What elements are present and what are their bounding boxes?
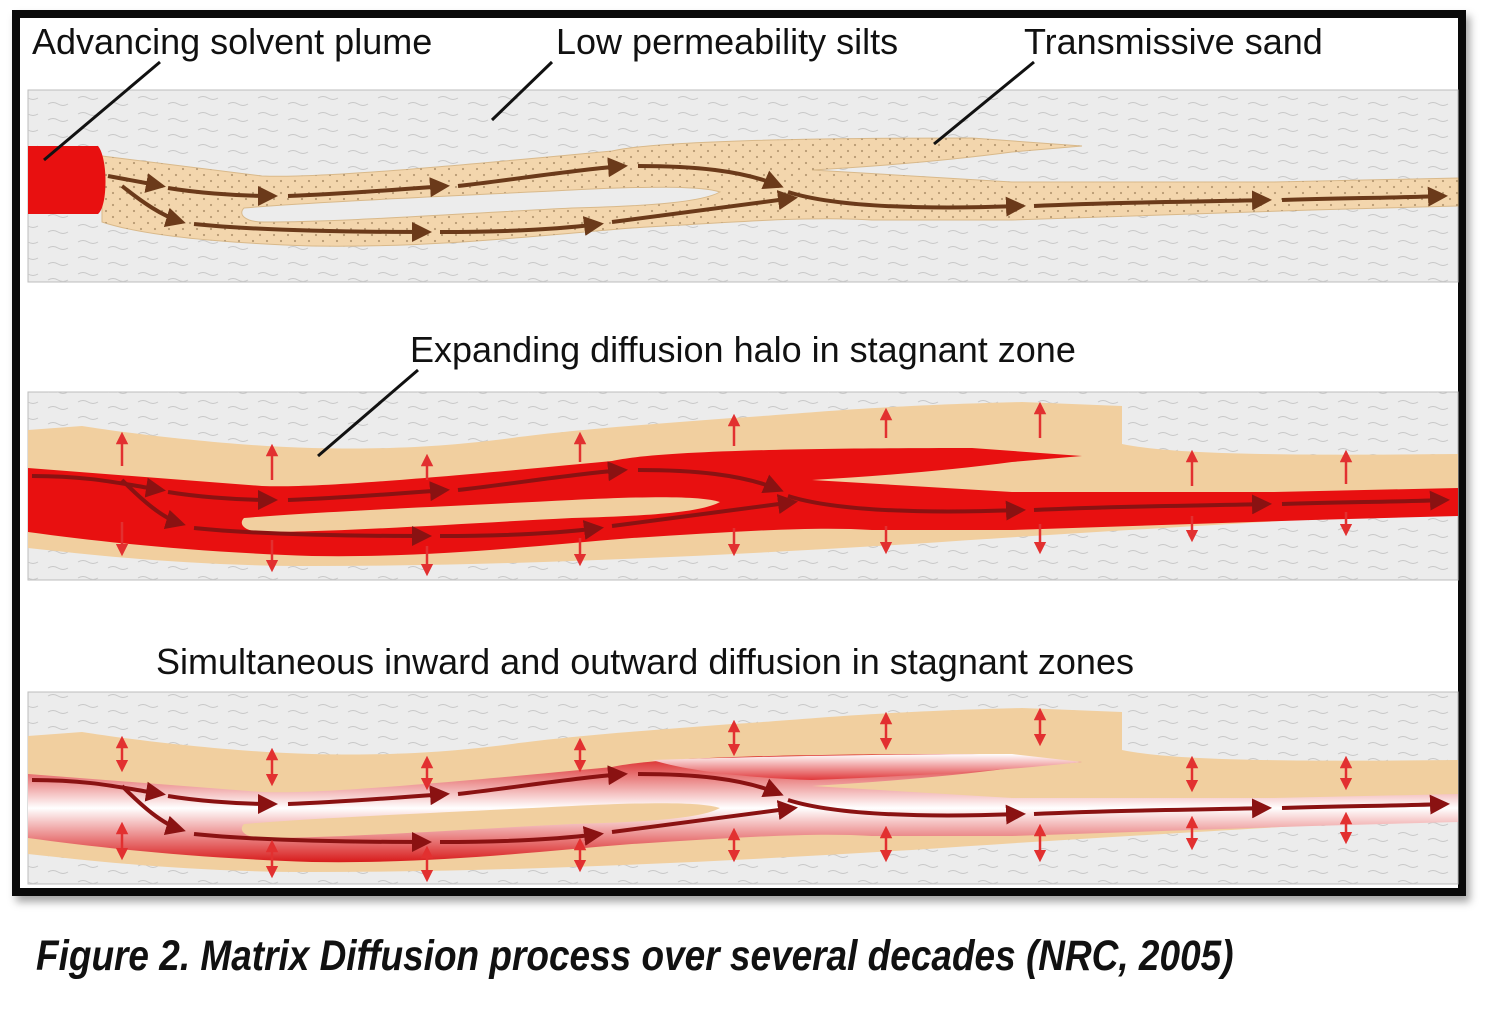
flow-arrows-middle (31, 461, 1450, 546)
panel-top: Advancing solvent plume Low permeability… (27, 21, 1459, 283)
residual-contamination-bottom (652, 754, 1082, 780)
flow-arrow (167, 185, 278, 206)
flow-arrow (1281, 794, 1450, 815)
flow-arrow (637, 468, 784, 494)
label-transmissive-sand: Transmissive sand (1024, 21, 1323, 62)
diffusion-arrows-middle (115, 401, 1353, 577)
flow-arrow (120, 478, 186, 529)
flow-arrow (611, 190, 798, 224)
flow-arrow (193, 831, 432, 852)
figure-caption: Figure 2. Matrix Diffusion process over … (36, 932, 1234, 980)
matrix-diffusion-diagram: Advancing solvent plume Low permeability… (27, 21, 1459, 885)
flow-arrow (637, 772, 784, 798)
label-advancing-solvent-plume: Advancing solvent plume (32, 21, 432, 62)
flow-arrow (611, 800, 798, 834)
flow-arrow (787, 494, 1026, 521)
leader-lines-top (43, 60, 1035, 162)
flow-arrow (457, 461, 628, 492)
flow-arrow (120, 184, 186, 227)
flow-arrow (1033, 798, 1272, 819)
flow-arrow (1033, 494, 1272, 515)
diffusion-arrows-bottom (115, 707, 1353, 883)
flow-arrow (193, 525, 432, 546)
flow-arrow (107, 173, 166, 193)
silt-lens-middle (241, 497, 720, 532)
label-low-permeability-silts: Low permeability silts (556, 21, 898, 62)
solvent-source-block (28, 146, 106, 214)
flow-arrow (439, 520, 604, 540)
flow-arrow (120, 784, 186, 835)
flow-arrow (287, 785, 450, 806)
flow-arrow (787, 190, 1026, 217)
leader-line-halo (317, 368, 419, 458)
flow-arrow (1033, 190, 1272, 211)
flow-arrow (457, 765, 628, 796)
panel-bottom: Simultaneous inward and outward diffusio… (27, 641, 1459, 885)
flow-arrow (193, 221, 432, 242)
flow-arrow (1281, 186, 1448, 207)
flow-arrow (167, 793, 278, 814)
silt-lens-bottom (241, 803, 720, 838)
flow-arrow (167, 489, 278, 510)
flow-arrow (287, 177, 450, 198)
label-expanding-diffusion-halo: Expanding diffusion halo in stagnant zon… (410, 329, 1076, 370)
flow-arrows-top (107, 157, 1448, 242)
flow-arrow (31, 778, 166, 802)
flow-arrow (439, 216, 604, 236)
flow-arrow (287, 481, 450, 502)
flow-arrow (1281, 490, 1450, 511)
flow-arrow (611, 494, 798, 528)
panel-middle: Expanding diffusion halo in stagnant zon… (27, 329, 1459, 581)
flow-arrow (31, 474, 166, 498)
flow-arrow (637, 164, 784, 190)
label-simultaneous-diffusion: Simultaneous inward and outward diffusio… (156, 641, 1134, 682)
flow-arrow (787, 798, 1026, 825)
flow-arrow (439, 826, 604, 846)
flow-arrows-bottom (31, 765, 1450, 852)
flow-arrow (457, 157, 628, 188)
